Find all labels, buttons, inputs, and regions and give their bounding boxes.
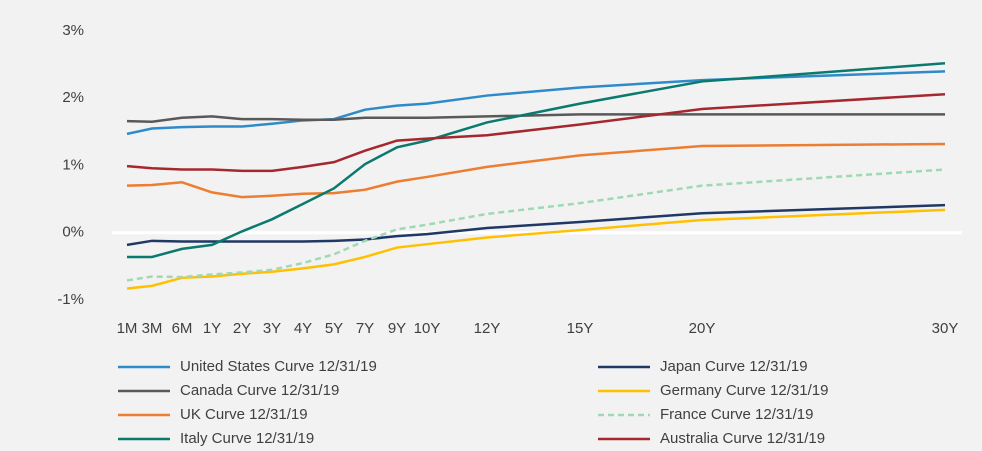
legend-label: United States Curve 12/31/19 [180,358,377,375]
x-tick-label: 6M [172,320,193,337]
x-tick-label: 1M [117,320,138,337]
legend-label: Japan Curve 12/31/19 [660,358,808,375]
legend-label: Germany Curve 12/31/19 [660,382,828,399]
x-tick-label: 20Y [689,320,716,337]
x-tick-label: 1Y [203,320,221,337]
x-tick-label: 7Y [356,320,374,337]
x-tick-label: 12Y [474,320,501,337]
x-tick-label: 3M [142,320,163,337]
legend-label: Canada Curve 12/31/19 [180,382,339,399]
y-tick-label: -1% [57,291,84,308]
series-line [126,203,946,247]
series-line [126,92,946,173]
legend-label: Italy Curve 12/31/19 [180,430,314,447]
y-tick-label: 3% [62,22,84,39]
x-tick-label: 3Y [263,320,281,337]
legend-label: Australia Curve 12/31/19 [660,430,825,447]
x-tick-label: 4Y [294,320,312,337]
x-tick-label: 5Y [325,320,343,337]
x-tick-label: 15Y [567,320,594,337]
series-line [126,168,946,282]
x-tick-label: 30Y [932,320,959,337]
legend-label: UK Curve 12/31/19 [180,406,308,423]
x-tick-label: 2Y [233,320,251,337]
legend-label: France Curve 12/31/19 [660,406,813,423]
series-line [126,142,946,199]
series-line [126,113,945,124]
y-tick-label: 2% [62,89,84,106]
x-tick-label: 9Y [388,320,406,337]
y-tick-label: 0% [62,224,84,241]
y-tick-label: 1% [62,156,84,173]
series-line [126,208,946,290]
x-tick-label: 10Y [414,320,441,337]
series-line [127,62,946,259]
